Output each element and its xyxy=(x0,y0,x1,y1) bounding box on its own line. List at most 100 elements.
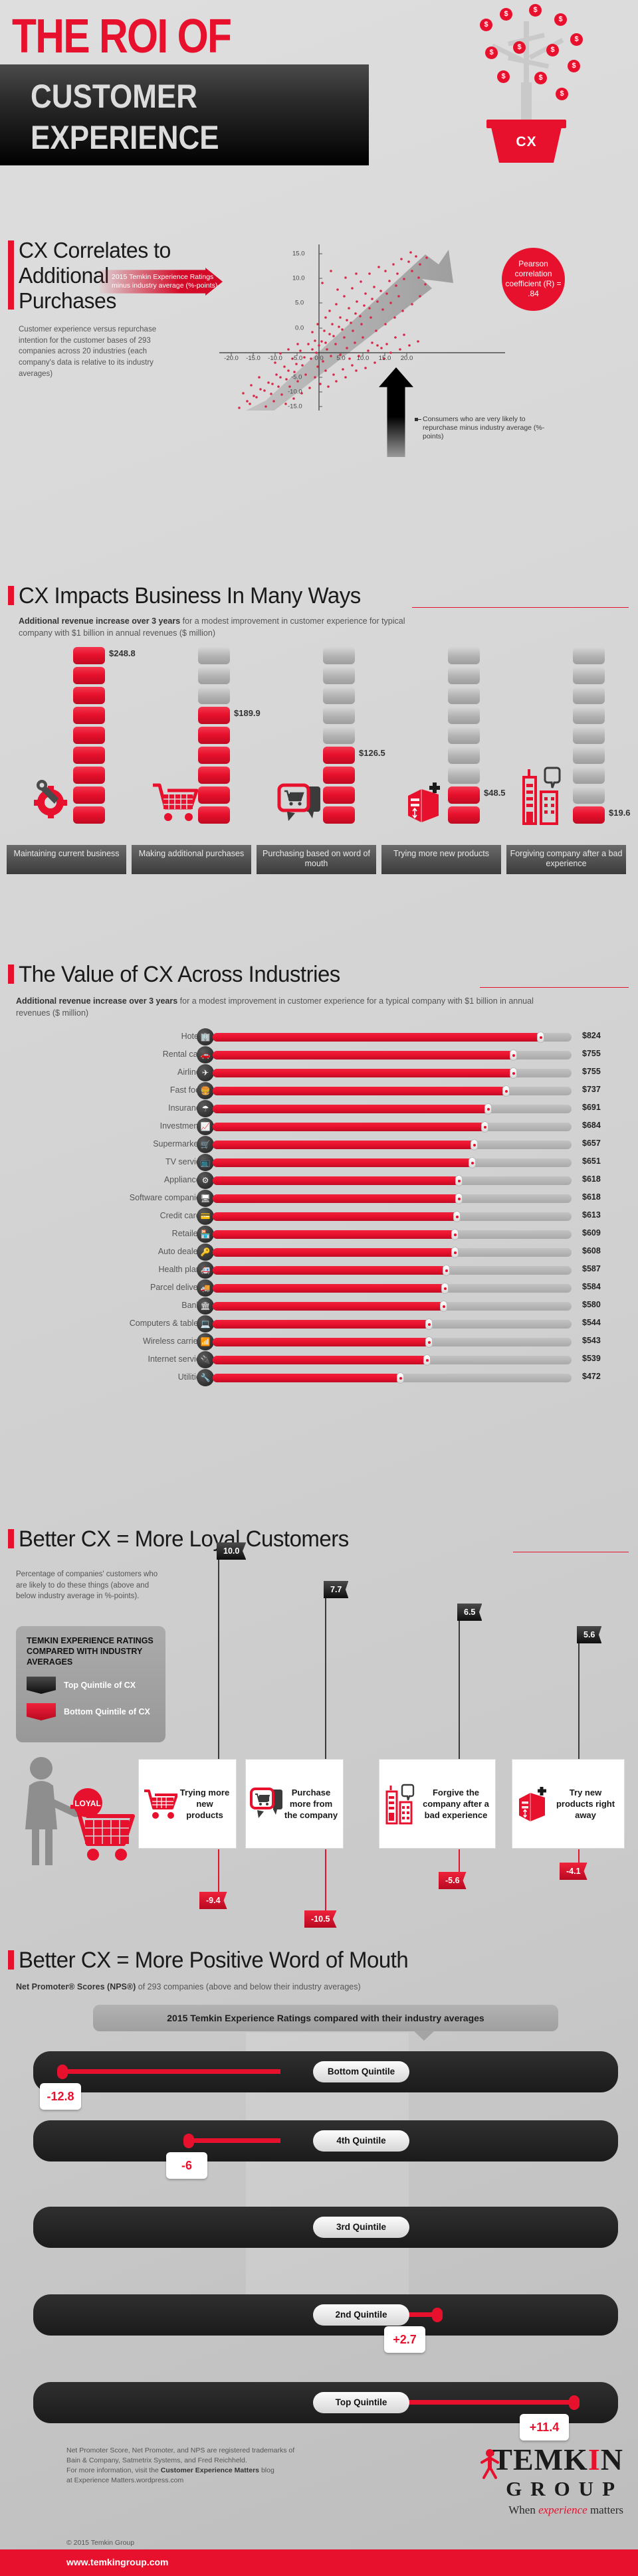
industry-track xyxy=(213,1229,572,1240)
impact-label: Trying more new products xyxy=(381,845,501,874)
quintile-line xyxy=(61,2069,280,2074)
coin-icon: $ xyxy=(546,44,559,56)
industry-knob[interactable] xyxy=(455,1193,463,1204)
industry-knob[interactable] xyxy=(481,1121,488,1133)
industry-knob[interactable] xyxy=(453,1211,461,1222)
coin-icon: $ xyxy=(554,13,567,26)
flag-pole xyxy=(578,1643,580,1760)
x-tick-label: -5.0 xyxy=(291,355,303,362)
loyalty-card: Try new products right away xyxy=(512,1759,625,1849)
industry-fill xyxy=(213,1248,455,1257)
industry-knob[interactable] xyxy=(443,1265,450,1276)
section5-subtitle: Net Promoter® Scores (NPS®) of 293 compa… xyxy=(16,1981,568,1993)
coin-icon: $ xyxy=(485,46,498,59)
chart-growth-icon: 📈 xyxy=(197,1118,214,1135)
brand-accent-letter: I xyxy=(587,2442,601,2476)
industry-fill xyxy=(213,1069,514,1077)
industry-knob[interactable] xyxy=(425,1319,433,1330)
industry-fill xyxy=(213,1284,445,1293)
flag-pole-red xyxy=(325,1849,326,1913)
section2-subtitle: Additional revenue increase over 3 years… xyxy=(19,615,431,639)
footer-blog-name: Customer Experience Matters xyxy=(160,2466,260,2474)
url-bar[interactable]: www.temkingroup.com xyxy=(0,2549,638,2576)
quintile-value: +11.4 xyxy=(520,2414,569,2440)
industry-name: Rental cars xyxy=(162,1050,205,1059)
loyalty-card: Forgive the company after a bad experien… xyxy=(379,1759,496,1849)
impact-label: Maintaining current business xyxy=(7,845,126,874)
industry-knob[interactable] xyxy=(455,1175,463,1186)
website-url[interactable]: www.temkingroup.com xyxy=(66,2557,169,2567)
industry-name: Parcel delivery xyxy=(150,1283,205,1292)
section5-heading-text: Better CX = More Positive Word of Mouth xyxy=(19,1948,409,1973)
internet-icon: 🔌 xyxy=(197,1351,214,1368)
industry-knob[interactable] xyxy=(484,1103,492,1115)
industry-fill xyxy=(213,1194,459,1203)
y-axis-label: Consumers who are very likely to repurch… xyxy=(415,415,549,441)
impact-column: $126.5 Purchasing based on word of mouth xyxy=(257,647,385,874)
wireless-signal-icon: 📶 xyxy=(197,1333,214,1350)
top-quintile-flag: 10.0 xyxy=(217,1542,247,1560)
delivery-truck-icon: 🚚 xyxy=(197,1279,214,1297)
industry-row: Supermarkets 🛒 $657 xyxy=(0,1136,638,1153)
industry-name: Software companies xyxy=(129,1193,205,1202)
industry-knob[interactable] xyxy=(451,1247,459,1258)
industry-knob[interactable] xyxy=(425,1336,433,1348)
industry-knob[interactable] xyxy=(397,1372,404,1384)
industry-track xyxy=(213,1354,572,1366)
industry-name: Investments xyxy=(160,1121,205,1131)
quintile-value: -12.8 xyxy=(40,2083,81,2110)
loyalty-card-label: Try new products right away xyxy=(556,1788,615,1820)
legend-label-top: Top Quintile of CX xyxy=(64,1681,136,1690)
loyalty-card-label: Trying more new products xyxy=(179,1788,230,1820)
industry-value: $618 xyxy=(582,1174,601,1184)
industry-fill xyxy=(213,1356,427,1364)
word-of-mouth-icon xyxy=(250,1787,282,1818)
industry-knob[interactable] xyxy=(537,1032,544,1043)
quintile-label: Top Quintile xyxy=(313,2392,409,2413)
industry-name: TV service xyxy=(165,1157,205,1166)
flag-pole-red xyxy=(459,1849,460,1875)
loyalty-card-label: Purchase more from the company xyxy=(284,1788,338,1820)
industry-fill xyxy=(213,1176,459,1185)
credit-card-icon: 💳 xyxy=(197,1208,214,1225)
industry-knob[interactable] xyxy=(440,1301,447,1312)
industry-track xyxy=(213,1085,572,1097)
car-icon: 🚗 xyxy=(197,1046,214,1063)
section1-heading: CX Correlates to Additional Purchases xyxy=(8,238,185,314)
industry-knob[interactable] xyxy=(471,1139,478,1150)
industry-knob[interactable] xyxy=(510,1067,517,1079)
copyright-text: © 2015 Temkin Group xyxy=(66,2539,135,2547)
television-icon: 📺 xyxy=(197,1154,214,1171)
industry-fill xyxy=(213,1105,488,1113)
industry-knob[interactable] xyxy=(469,1157,476,1168)
industry-track xyxy=(213,1067,572,1079)
quintile-value: -6 xyxy=(166,2152,207,2179)
industry-knob[interactable] xyxy=(423,1354,431,1366)
footer-note-line4: at Experience Matters.wordpress.com xyxy=(66,2476,184,2484)
money-tree-illustration: $ $ $ $ $ $ $ $ $ $ $ $ CX xyxy=(449,3,602,163)
industry-knob[interactable] xyxy=(502,1085,510,1097)
flag-pole xyxy=(459,1621,460,1760)
word-of-mouth-icon xyxy=(277,783,320,821)
industry-knob[interactable] xyxy=(441,1283,449,1294)
quintile-label: 3rd Quintile xyxy=(313,2217,409,2238)
section-word-of-mouth: Better CX = More Positive Word of Mouth … xyxy=(0,1945,638,2440)
industry-knob[interactable] xyxy=(510,1050,517,1061)
quintile-value: +2.7 xyxy=(384,2326,425,2353)
industry-value: $755 xyxy=(582,1049,601,1058)
footer-note-line3-pre: For more information, visit the xyxy=(66,2466,161,2474)
industry-track xyxy=(213,1121,572,1133)
industry-row: Auto dealers 🔑 $608 xyxy=(0,1243,638,1261)
ambulance-icon: 🚑 xyxy=(197,1261,214,1279)
flag-pole xyxy=(218,1560,219,1760)
industry-knob[interactable] xyxy=(451,1229,459,1240)
section5-subtitle-bold: Net Promoter® Scores (NPS®) xyxy=(16,1982,136,1991)
x-tick-label: -20.0 xyxy=(224,355,239,362)
industry-row: Wireless carriers 📶 $543 xyxy=(0,1333,638,1350)
section1-body-text: Customer experience versus repurchase in… xyxy=(19,325,157,378)
buildings-thumbsdown-icon xyxy=(522,767,561,825)
footer-note: Net Promoter Score, Net Promoter, and NP… xyxy=(66,2446,385,2486)
industry-row: Banks 🏛 $580 xyxy=(0,1297,638,1315)
section5-subtitle-rest: of 293 companies (above and below their … xyxy=(136,1982,361,1991)
industry-value: $618 xyxy=(582,1192,601,1202)
